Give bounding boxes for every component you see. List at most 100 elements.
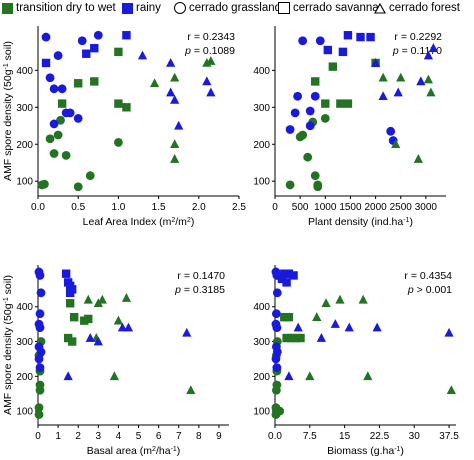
stat-p: p > 0.001 (407, 284, 452, 296)
rainy-triangle-point (93, 336, 103, 346)
transition-triangle-point (358, 294, 368, 304)
transition-square-point (69, 312, 79, 322)
transition-square-point (280, 312, 289, 322)
legend: transition dry to wet rainy cerrado gras… (0, 0, 474, 22)
transition-triangle-point (109, 371, 119, 381)
rainy-triangle-point (206, 87, 216, 97)
x-tick-label: 2.0 (192, 202, 206, 213)
stat-r: r = 0.1470 (177, 270, 225, 282)
y-tick-label: 100 (16, 407, 33, 418)
legend-grassland-label: cerrado grassland (189, 2, 282, 14)
y-tick-label: 400 (253, 66, 270, 77)
rainy-circle-point (35, 323, 45, 333)
transition-triangle-point (170, 139, 180, 149)
stat-r: r = 0.4354 (404, 270, 452, 282)
rainy-triangle-point (182, 327, 192, 337)
x-tick-label: 500 (292, 202, 309, 213)
chart-panel-2: 100 200 300 400 0 500 1000 1500 2000 2500 3000Plan… (253, 26, 446, 228)
rainy-square-point (289, 271, 298, 280)
y-tick-label: 300 (16, 103, 33, 114)
transition-triangle-point (423, 74, 433, 84)
rainy-triangle-point (423, 50, 433, 60)
transition-circle-point (49, 149, 59, 158)
rainy-triangle-point (293, 322, 303, 332)
transition-triangle-point (396, 72, 406, 82)
rainy-circle-point (35, 309, 45, 319)
transition-triangle-point (378, 72, 388, 82)
transition-triangle-point (335, 294, 345, 304)
rainy-square-point (122, 31, 131, 40)
rainy-circle-point (272, 363, 282, 373)
x-tick-label: 1.0 (111, 202, 125, 213)
rainy-circle-point (272, 288, 282, 298)
rainy-triangle-point (117, 322, 128, 332)
x-tick-label: 6 (156, 431, 162, 442)
y-tick-label: 200 (16, 140, 33, 151)
rainy-square-point (61, 269, 71, 278)
rainy-square-point (65, 288, 75, 298)
transition-square-point (287, 333, 296, 343)
stat-p: p = 0.1089 (184, 45, 235, 57)
legend-grassland: cerrado grassland (174, 2, 281, 14)
stat-r: r = 0.2343 (187, 31, 235, 43)
y-tick-label: 100 (253, 407, 270, 418)
rainy-square-point (277, 274, 287, 284)
x-tick-label: 2.5 (232, 202, 246, 213)
legend-transition: transition dry to wet (2, 2, 116, 14)
rainy-square-point (356, 32, 365, 42)
rainy-triangle-point (330, 319, 340, 328)
y-tick-label: 300 (253, 337, 270, 348)
transition-square-point (84, 314, 93, 324)
y-tick-label: 200 (16, 372, 33, 383)
chart-panel-1: 100 200 300 400 0.0 0.5 1.0 1.5 2.0 2.5 Leaf Area … (16, 26, 246, 228)
rainy-triangle-point (170, 94, 180, 104)
transition-square-point (282, 333, 291, 343)
legend-rainy: rainy (122, 2, 161, 14)
y-tick-label: 200 (253, 140, 270, 151)
rainy-triangle-point (137, 50, 148, 60)
rainy-square-point (282, 278, 291, 287)
rainy-circle-point (310, 91, 320, 101)
legend-savanna-label: cerrado savanna (293, 2, 379, 14)
transition-triangle-point (312, 312, 322, 321)
transition-square-point (321, 99, 330, 108)
rainy-triangle-point (85, 333, 95, 342)
legend-square-swatch (278, 2, 290, 14)
x-tick-label: 9 (216, 431, 222, 442)
rainy-triangle-point (284, 371, 294, 381)
transition-circle-point (56, 115, 65, 125)
transition-square-point (65, 299, 75, 308)
transition-triangle-point (97, 294, 107, 304)
transition-triangle-point (363, 371, 373, 381)
rainy-square-point (82, 49, 91, 58)
rainy-square-point (41, 58, 51, 68)
rainy-circle-point (293, 91, 303, 101)
x-tick-label: 7.5 (303, 431, 317, 442)
x-tick-label: 0.0 (31, 202, 45, 213)
transition-square-point (90, 77, 99, 86)
stat-r: r = 0.2292 (394, 31, 442, 43)
rainy-circle-point (49, 84, 59, 94)
transition-triangle-point (413, 154, 423, 163)
rainy-square-point (90, 43, 99, 53)
legend-triangle-swatch (374, 2, 386, 14)
transition-circle-point (45, 134, 55, 144)
transition-circle-point (320, 113, 330, 123)
y-tick-label: 100 (16, 177, 33, 188)
transition-circle-point (40, 179, 49, 189)
x-tick-label: 0.0 (268, 431, 282, 442)
transition-triangle-point (391, 139, 401, 149)
transition-triangle-point (186, 385, 196, 395)
chart-panel-4: 100 200 300 400 0.0 7.5 15 22.5 30 37.5 Biomass (g… (253, 265, 459, 457)
rainy-circle-point (41, 32, 51, 42)
transition-triangle-point (206, 56, 216, 65)
transition-circle-point (313, 180, 323, 190)
rainy-circle-point (53, 51, 63, 60)
rainy-triangle-point (202, 76, 212, 86)
rainy-triangle-point (174, 120, 184, 130)
x-tick-label: 8 (196, 431, 202, 442)
x-axis-label: Plant density (ind.ha-1) (308, 216, 413, 228)
rainy-circle-point (271, 309, 281, 319)
x-tick-label: 0 (35, 431, 41, 442)
